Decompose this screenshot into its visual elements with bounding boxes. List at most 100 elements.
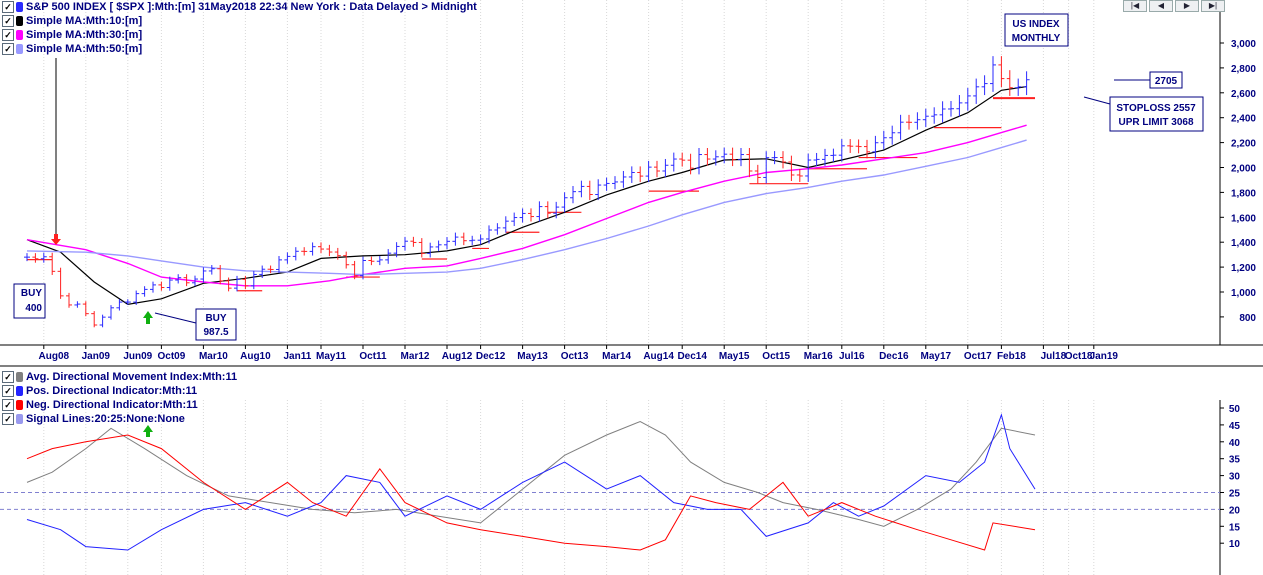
dmi-y-axis: 10 15 20 25 30 35 40 45 50 — [1220, 404, 1240, 550]
moving-average-line — [26, 139, 1027, 276]
dmi-series-line — [26, 420, 1036, 527]
price-y-tick-label: 2,400 — [1231, 114, 1256, 125]
buy-arrow-lower-icon — [143, 425, 153, 437]
legend-row-ndi[interactable]: ✓ Neg. Directional Indicator:Mth:11 — [2, 398, 237, 412]
chart-navigation: |◀ ◀ ▶ ▶| — [1123, 0, 1227, 12]
price-bar — [561, 192, 568, 213]
date-tick-label: Jul16 — [839, 351, 865, 362]
legend-row-ma50[interactable]: ✓ Simple MA:Mth:50:[m] — [2, 42, 477, 56]
price-bar — [670, 152, 677, 172]
price-bar — [822, 148, 828, 166]
price-bar — [964, 87, 971, 111]
price-bar — [82, 301, 89, 317]
legend-row-adx[interactable]: ✓ Avg. Directional Movement Index:Mth:11 — [2, 370, 237, 384]
price-bar — [49, 252, 56, 275]
stoploss-line-1: STOPLOSS 2557 — [1116, 103, 1196, 114]
checkbox-icon[interactable]: ✓ — [2, 385, 14, 397]
series-swatch — [16, 372, 23, 382]
price-bar — [360, 256, 366, 280]
price-bar — [502, 216, 509, 233]
date-tick-label: Mar16 — [804, 351, 833, 362]
legend-row-pdi[interactable]: ✓ Pos. Directional Indicator:Mth:11 — [2, 384, 237, 398]
date-tick-label: Oct13 — [561, 351, 589, 362]
checkbox-icon[interactable]: ✓ — [2, 413, 14, 425]
price-bar — [939, 101, 946, 123]
legend-row-price[interactable]: ✓ S&P 500 INDEX [ $SPX ]:Mth:[m] 31May20… — [2, 0, 477, 14]
price-bar — [24, 253, 30, 262]
upper-legend: ✓ S&P 500 INDEX [ $SPX ]:Mth:[m] 31May20… — [2, 0, 477, 56]
buy-left-line-2: 400 — [25, 303, 42, 314]
price-bar — [914, 112, 921, 130]
nav-next-button[interactable]: ▶ — [1175, 0, 1199, 12]
nav-last-button[interactable]: ▶| — [1201, 0, 1225, 12]
price-bar — [301, 247, 308, 256]
nav-first-button[interactable]: |◀ — [1123, 0, 1147, 12]
legend-row-ma10[interactable]: ✓ Simple MA:Mth:10:[m] — [2, 14, 477, 28]
date-tick-label: Dec14 — [677, 351, 707, 362]
lower-legend: ✓ Avg. Directional Movement Index:Mth:11… — [2, 370, 237, 426]
legend-row-signal[interactable]: ✓ Signal Lines:20:25:None:None — [2, 412, 237, 426]
date-tick-label: Dec16 — [879, 351, 909, 362]
date-tick-label: Jan09 — [82, 351, 111, 362]
price-bar — [166, 276, 173, 291]
price-bar — [864, 139, 870, 159]
price-y-tick-label: 1,600 — [1231, 213, 1256, 224]
price-bar — [74, 301, 81, 308]
price-bar — [351, 260, 358, 280]
price-bar — [662, 158, 669, 178]
price-bar — [57, 267, 64, 299]
price-y-tick-label: 1,200 — [1231, 263, 1256, 274]
price-bar — [309, 242, 316, 256]
price-bar — [620, 170, 627, 188]
price-bar — [276, 255, 282, 274]
date-tick-label: May11 — [316, 351, 346, 362]
legend-label-signal: Signal Lines:20:25:None:None — [26, 413, 185, 425]
price-bar — [217, 265, 224, 285]
date-tick-label: Oct18 — [1065, 351, 1093, 362]
checkbox-icon[interactable]: ✓ — [2, 371, 14, 383]
price-bar — [771, 151, 778, 165]
date-tick-label: May17 — [921, 351, 952, 362]
date-tick-label: Oct11 — [359, 351, 387, 362]
checkbox-icon[interactable]: ✓ — [2, 29, 14, 41]
series-swatch — [16, 30, 23, 40]
dmi-y-tick-label: 10 — [1229, 539, 1241, 550]
price-bar — [150, 281, 156, 293]
series-swatch — [16, 386, 23, 396]
dmi-lines — [26, 413, 1036, 551]
moving-average-lines — [26, 86, 1027, 306]
price-bar — [402, 236, 408, 251]
price-bar — [838, 139, 845, 162]
dmi-y-tick-label: 45 — [1229, 421, 1241, 432]
dmi-y-tick-label: 50 — [1229, 404, 1241, 415]
price-bar — [855, 139, 862, 154]
price-bar — [544, 201, 551, 219]
price-bar — [906, 114, 912, 130]
checkbox-icon[interactable]: ✓ — [2, 15, 14, 27]
date-tick-label: Oct17 — [964, 351, 992, 362]
price-bar — [687, 153, 694, 175]
price-bar — [376, 255, 383, 266]
legend-label-pdi: Pos. Directional Indicator:Mth:11 — [26, 385, 198, 397]
checkbox-icon[interactable]: ✓ — [2, 399, 14, 411]
price-bar — [813, 152, 820, 167]
price-bar — [334, 247, 341, 260]
price-bar — [990, 56, 996, 92]
checkbox-icon[interactable]: ✓ — [2, 43, 14, 55]
price-bar — [754, 164, 761, 184]
price-bar — [712, 150, 719, 166]
price-bar — [234, 275, 240, 292]
checkbox-icon[interactable]: ✓ — [2, 1, 14, 13]
legend-row-ma30[interactable]: ✓ Simple MA:Mth:30:[m] — [2, 28, 477, 42]
date-tick-label: May13 — [517, 351, 548, 362]
buy-right-line-2: 987.5 — [203, 327, 228, 338]
price-bar — [721, 147, 728, 164]
date-tick-label: Dec12 — [476, 351, 506, 362]
price-bar — [612, 176, 618, 190]
nav-prev-button[interactable]: ◀ — [1149, 0, 1173, 12]
price-bar — [477, 234, 484, 245]
last-price-label: 2705 — [1155, 76, 1178, 87]
us-index-line-1: US INDEX — [1012, 19, 1060, 30]
price-y-axis: 800 1,000 1,200 1,400 1,600 1,800 2,000 2,200 2,… — [1220, 39, 1256, 324]
legend-label-adx: Avg. Directional Movement Index:Mth:11 — [26, 371, 238, 383]
